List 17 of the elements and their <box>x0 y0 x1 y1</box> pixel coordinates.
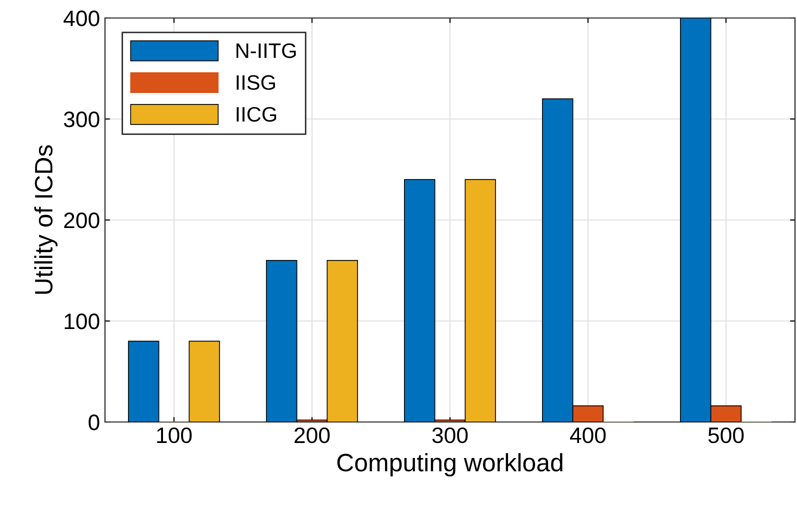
x-tick-label: 400 <box>570 427 606 444</box>
legend-label: IISG <box>236 75 275 90</box>
y-tick-label: 400 <box>64 10 100 26</box>
x-tick-label: 500 <box>708 427 744 444</box>
x-axis-title: Computing workload <box>337 453 562 476</box>
y-tick-label: 0 <box>88 414 100 430</box>
y-tick-label: 100 <box>64 314 100 330</box>
y-axis-title: Utility of ICDs <box>34 145 58 294</box>
y-tick-label: 300 <box>64 112 100 128</box>
legend-label: N-IITG <box>236 43 296 58</box>
bar <box>128 340 160 422</box>
y-tick-label: 200 <box>64 212 100 228</box>
bar <box>188 340 220 422</box>
x-tick-label: 300 <box>432 427 468 444</box>
x-tick-label: 200 <box>294 427 330 444</box>
legend-label: IICG <box>236 106 276 122</box>
x-tick-label: 100 <box>157 427 192 444</box>
